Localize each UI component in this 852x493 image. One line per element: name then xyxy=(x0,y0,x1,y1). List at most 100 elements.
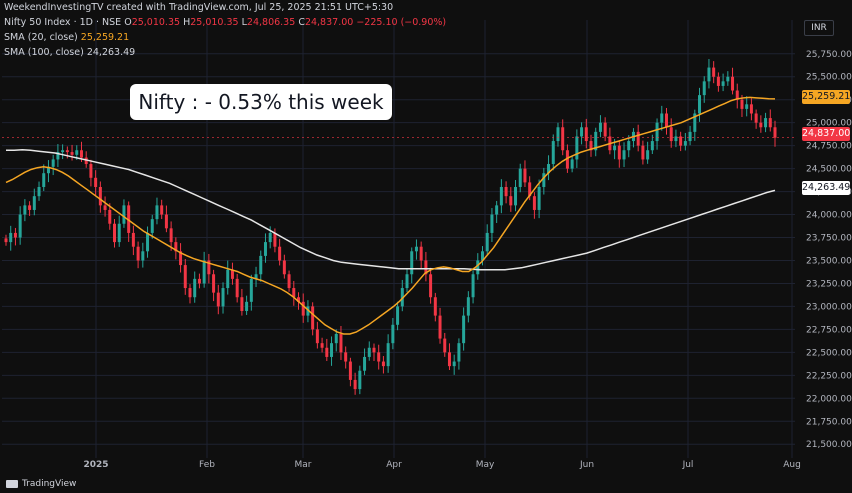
candle-body xyxy=(89,164,93,178)
candle-body xyxy=(683,141,687,146)
tradingview-footer[interactable]: TradingView xyxy=(6,479,76,489)
candle-body xyxy=(339,333,343,353)
candle-body xyxy=(235,278,239,298)
candle-body xyxy=(84,157,88,165)
candle-body xyxy=(480,251,484,261)
candle-body xyxy=(212,274,216,293)
candle-body xyxy=(731,76,735,91)
candle-body xyxy=(589,141,593,151)
candle-body xyxy=(193,278,197,298)
candle-body xyxy=(113,223,117,243)
candle-body xyxy=(764,118,768,128)
candle-body xyxy=(613,145,617,151)
candle-body xyxy=(438,315,442,339)
candle-body xyxy=(419,246,423,261)
y-tick-label: 24,500.00 xyxy=(806,165,852,175)
candle-body xyxy=(202,260,206,284)
candle-body xyxy=(523,168,527,183)
candle-body xyxy=(471,274,475,298)
candle-body xyxy=(348,361,352,380)
candle-body xyxy=(386,343,390,367)
candle-body xyxy=(122,205,126,224)
candle-body xyxy=(537,186,541,210)
candle-body xyxy=(254,274,258,279)
candle-body xyxy=(146,232,150,252)
candle-body xyxy=(325,347,329,357)
candle-body xyxy=(447,352,451,367)
candle-body xyxy=(622,150,626,160)
candle-body xyxy=(768,118,772,128)
candle-body xyxy=(278,246,282,261)
weekly-change-annotation[interactable]: Nifty : - 0.53% this week xyxy=(130,84,392,120)
candle-body xyxy=(131,232,135,247)
candle-body xyxy=(627,141,631,151)
y-tick-label: 23,000.00 xyxy=(806,302,852,312)
open-label: O xyxy=(124,17,132,28)
candle-body xyxy=(485,232,489,252)
candle-body xyxy=(282,260,286,275)
candle-body xyxy=(155,205,159,220)
y-tick-label: 23,500.00 xyxy=(806,256,852,266)
sma20-legend[interactable]: SMA (20, close) 25,259.21 xyxy=(4,32,129,43)
candle-body xyxy=(216,292,220,307)
candle-body xyxy=(330,343,334,357)
x-tick-label: Feb xyxy=(199,460,215,470)
candle-body xyxy=(391,324,395,344)
candle-body xyxy=(433,297,437,316)
y-tick-label: 21,750.00 xyxy=(806,417,852,427)
y-tick-label: 23,250.00 xyxy=(806,279,852,289)
candle-body xyxy=(42,173,46,187)
candle-body xyxy=(75,150,79,155)
candle-body xyxy=(169,228,173,243)
sma20-price-tag: 25,259.21 xyxy=(802,90,851,104)
close-value: 24,837.00 xyxy=(304,17,354,28)
candle-body xyxy=(716,76,720,86)
candle-body xyxy=(103,205,107,210)
candle-body xyxy=(400,288,404,307)
candle-body xyxy=(207,260,211,275)
candle-body xyxy=(598,122,602,132)
candle-body xyxy=(424,260,428,275)
candle-body xyxy=(37,186,41,197)
sma100-legend[interactable]: SMA (100, close) 24,263.49 xyxy=(4,47,135,58)
candle-body xyxy=(457,343,461,362)
symbol-label[interactable]: Nifty 50 Index · 1D · NSE xyxy=(4,17,122,28)
candle-body xyxy=(443,338,447,353)
candle-body xyxy=(28,205,32,210)
candle-body xyxy=(518,168,522,187)
candle-body xyxy=(745,104,749,109)
candle-body xyxy=(141,251,145,261)
candle-body xyxy=(164,214,168,229)
candle-body xyxy=(707,67,711,82)
y-tick-label: 25,750.00 xyxy=(806,50,852,60)
candle-body xyxy=(136,246,140,261)
y-tick-label: 22,250.00 xyxy=(806,371,852,381)
candle-body xyxy=(372,347,376,353)
candle-body xyxy=(13,232,17,238)
candle-body xyxy=(499,186,503,206)
candle-body xyxy=(311,306,315,330)
candle-body xyxy=(735,90,739,100)
currency-badge[interactable]: INR xyxy=(804,20,834,36)
high-label: H xyxy=(183,17,191,28)
candle-body xyxy=(160,205,164,215)
candle-body xyxy=(721,81,725,86)
high-value: 25,010.35 xyxy=(190,17,239,28)
candle-body xyxy=(580,127,584,137)
candle-body xyxy=(188,288,192,298)
candle-body xyxy=(754,113,758,123)
x-tick-label: Apr xyxy=(386,460,402,470)
candle-body xyxy=(532,196,536,210)
candle-body xyxy=(287,274,291,289)
y-tick-label: 25,000.00 xyxy=(806,119,852,129)
candle-body xyxy=(452,361,456,367)
candle-body xyxy=(4,238,8,243)
candle-body xyxy=(476,260,480,275)
candle-body xyxy=(197,278,201,284)
x-tick-label: Jun xyxy=(579,460,594,470)
candle-body xyxy=(70,152,74,155)
low-label: L xyxy=(241,17,247,28)
candle-body xyxy=(377,352,381,362)
